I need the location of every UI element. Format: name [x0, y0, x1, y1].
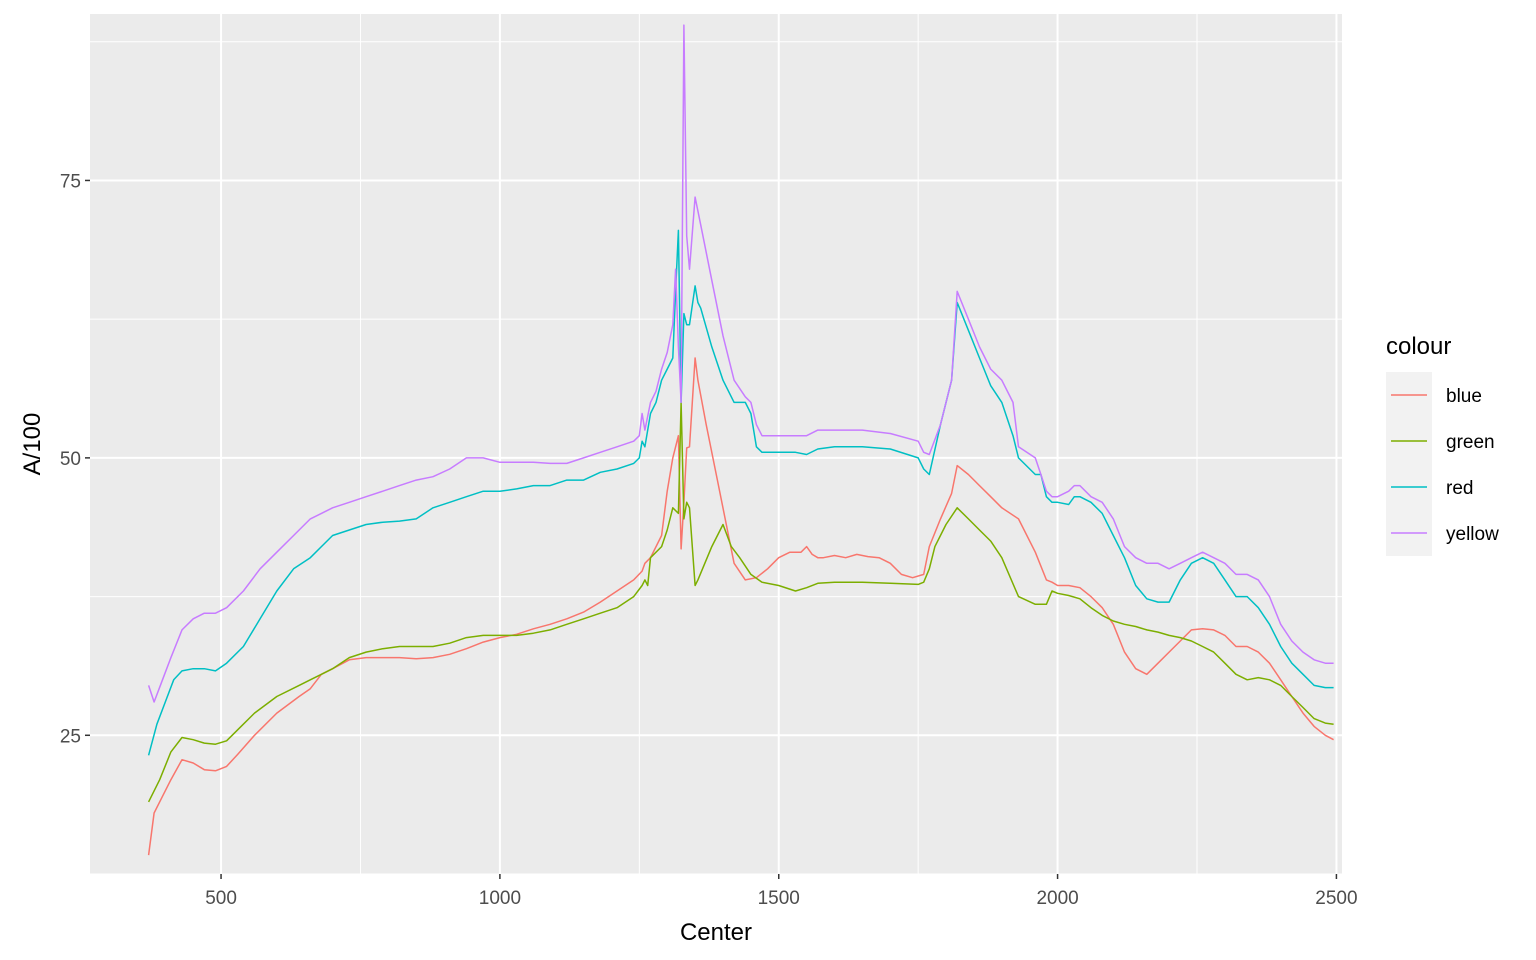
y-tick-label: 25 — [60, 726, 81, 747]
series-line-yellow — [147, 24, 1334, 703]
y-axis-ticks: 25 50 75 — [60, 171, 90, 747]
legend-label-yellow: yellow — [1446, 524, 1499, 545]
legend-label-blue: blue — [1446, 386, 1482, 407]
major-gridlines — [90, 14, 1342, 874]
legend-title: colour — [1386, 333, 1451, 360]
series-line-blue — [147, 357, 1334, 856]
y-axis-title: A/100 — [19, 413, 46, 476]
series-line-red — [147, 229, 1334, 756]
series-line-green — [147, 401, 1334, 803]
legend-label-red: red — [1446, 478, 1473, 499]
series-lines — [147, 24, 1334, 856]
x-tick-label: 1500 — [758, 888, 800, 909]
legend: colour blue green red yellow — [1386, 333, 1499, 556]
y-tick-label: 50 — [60, 449, 81, 470]
x-tick-label: 2500 — [1315, 888, 1357, 909]
plot-panel — [90, 14, 1342, 874]
x-axis-ticks: 500 1000 1500 2000 2500 — [205, 874, 1358, 909]
x-tick-label: 2000 — [1036, 888, 1078, 909]
minor-gridlines — [90, 14, 1342, 875]
y-tick-label: 75 — [60, 171, 81, 192]
legend-keys: blue green red yellow — [1386, 372, 1499, 556]
x-tick-label: 1000 — [479, 888, 521, 909]
x-tick-label: 500 — [205, 888, 237, 909]
legend-label-green: green — [1446, 432, 1495, 453]
x-axis-title: Center — [680, 919, 752, 946]
